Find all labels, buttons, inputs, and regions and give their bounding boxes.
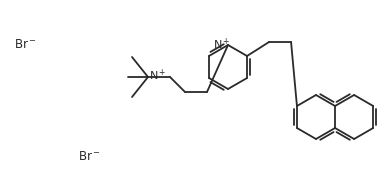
Text: Br$^-$: Br$^-$ <box>14 38 37 51</box>
Text: Br$^-$: Br$^-$ <box>78 150 101 163</box>
Text: N$^+$: N$^+$ <box>149 67 166 83</box>
Text: N$^+$: N$^+$ <box>213 36 231 52</box>
